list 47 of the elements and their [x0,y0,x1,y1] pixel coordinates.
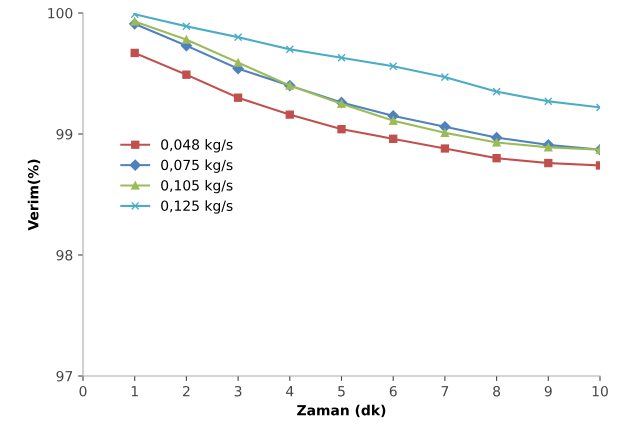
legend-label: 0,048 kg/s [161,139,233,152]
point [389,116,398,125]
point [544,143,552,152]
point [492,87,501,96]
point [440,72,450,82]
x-tick-label: 4 [286,386,294,396]
x-tick-label: 3 [234,386,242,396]
point [286,45,294,54]
point [286,110,294,119]
point [130,48,139,58]
x-tick-label: 7 [442,386,448,396]
point [544,97,552,106]
legend-label: 0,105 kg/s [161,180,233,194]
point [182,22,191,30]
point [492,138,501,147]
x-tick-label: 9 [544,386,552,396]
point [182,70,191,79]
point [440,128,450,137]
x-tick-label: 6 [390,386,397,396]
point [389,134,398,144]
y-tick-label: 100 [48,8,72,18]
x-tick-label: 2 [183,386,190,396]
point [544,158,552,168]
x-tick-label: 5 [338,386,345,396]
point [234,94,242,102]
point [130,17,139,26]
x-tick-label: 8 [493,386,500,396]
point [234,58,242,67]
y-tick-label: 99 [56,128,72,140]
point [337,54,346,62]
point [440,144,450,153]
legend-label: 0,125 kg/s [161,200,233,214]
point [492,154,501,162]
x-tick-label: 10 [592,386,608,396]
point [182,35,191,44]
legend-label: 0,075 kg/s [161,159,233,173]
y-axis-title: Verim(%) [28,160,40,230]
point [337,100,346,108]
point [234,33,242,42]
point [389,62,398,70]
x-axis-title: Zaman (dk) [297,404,386,418]
x-tick-label: 0 [79,386,86,396]
point [337,124,346,134]
y-tick-label: 97 [56,370,72,382]
point [439,121,451,132]
y-tick-label: 98 [56,250,72,260]
x-tick-label: 1 [132,386,138,396]
